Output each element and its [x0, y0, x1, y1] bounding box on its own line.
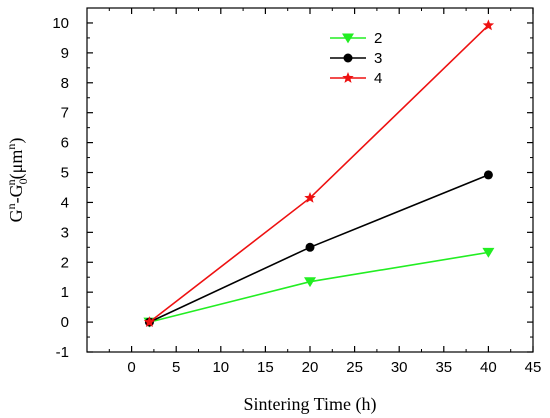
series-2 — [143, 247, 495, 328]
y-tick-label: 7 — [61, 105, 69, 122]
legend-marker — [342, 33, 354, 44]
y-tick-label: 9 — [61, 45, 69, 62]
x-tick-label: 35 — [435, 359, 452, 376]
series-3 — [144, 170, 493, 327]
series-line-2 — [149, 251, 489, 323]
x-tick-label: 45 — [525, 359, 542, 376]
x-tick-label: 5 — [172, 359, 180, 376]
data-point — [305, 242, 315, 252]
x-tick-label: 40 — [480, 359, 497, 376]
y-axis-title-part: G — [6, 209, 26, 222]
data-point — [304, 191, 316, 203]
y-axis-title-part: n — [4, 144, 18, 150]
data-point — [143, 316, 156, 327]
series-layer — [143, 19, 495, 328]
legend-label: 2 — [374, 30, 382, 47]
y-axis-title-part: -G — [6, 184, 26, 203]
data-point — [304, 277, 316, 288]
x-tick-label: 20 — [302, 359, 319, 376]
legend-item-4: 4 — [330, 70, 382, 87]
legend-item-3: 3 — [330, 50, 382, 67]
y-tick-label: 2 — [61, 254, 69, 271]
y-tick-label: 8 — [61, 75, 69, 92]
x-tick-label: 15 — [257, 359, 274, 376]
x-axis-title: Sintering Time (h) — [243, 394, 376, 415]
y-tick-label: 3 — [61, 224, 69, 241]
series-line-3 — [149, 174, 489, 323]
series-line-4 — [148, 24, 489, 323]
data-point — [482, 19, 495, 31]
y-tick-label: 6 — [61, 135, 69, 152]
y-axis-title-part: n — [4, 179, 18, 185]
y-tick-label: 1 — [61, 284, 69, 301]
series-4 — [143, 19, 495, 327]
y-axis-title-part: ) — [6, 138, 27, 144]
y-tick-label: 5 — [61, 165, 69, 182]
x-tick-label: 0 — [127, 359, 135, 376]
y-tick-label: 4 — [61, 194, 69, 211]
legend-marker — [343, 53, 353, 63]
data-point — [482, 247, 495, 258]
y-axis-title: Gn-G0n(μmn) — [4, 138, 30, 223]
x-tick-label: 30 — [391, 359, 408, 376]
plot-frame — [86, 7, 534, 353]
y-axis-title-part: (μm — [6, 150, 27, 180]
y-axis-title-part: n — [4, 203, 18, 209]
y-tick-label: 0 — [61, 314, 69, 331]
legend-item-2: 2 — [330, 30, 382, 47]
y-axis-title-part: 0 — [16, 178, 30, 184]
y-tick-label: 10 — [52, 15, 69, 32]
legend-label: 4 — [374, 70, 382, 87]
legend: 2 3 4 — [330, 30, 382, 87]
legend-marker — [342, 72, 354, 83]
legend-label: 3 — [374, 50, 382, 67]
data-point — [483, 170, 493, 180]
x-tick-label: 25 — [346, 359, 363, 376]
x-tick-label: 10 — [212, 359, 229, 376]
y-tick-label: -1 — [56, 344, 69, 361]
